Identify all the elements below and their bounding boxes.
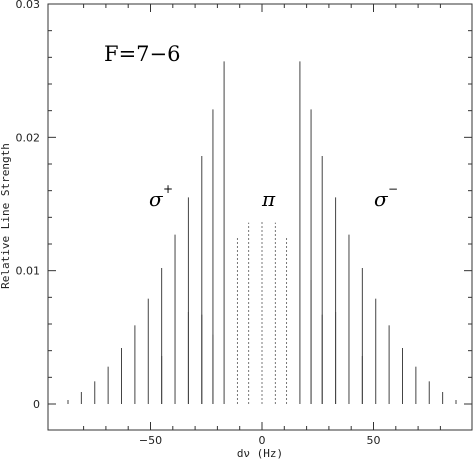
pi-label: π [261, 187, 276, 211]
x-tick-label: −50 [139, 434, 162, 447]
y-tick-label: 0 [33, 398, 40, 411]
sigma-minus-label: σ − [374, 182, 398, 211]
strength-bars [67, 61, 457, 404]
x-tick-label: 0 [259, 434, 266, 447]
plot-frame [47, 3, 473, 431]
x-axis-label: dν (Hz) [237, 447, 283, 460]
y-tick-label: 0.02 [16, 131, 41, 144]
tick-labels: −50 0 50 0 0.01 0.02 0.03 [16, 0, 381, 447]
x-tick-label: 50 [367, 434, 381, 447]
svg-text:σ: σ [374, 187, 389, 211]
transition-label: F=7−6 [104, 42, 180, 66]
svg-text:σ: σ [149, 187, 164, 211]
svg-text:−: − [388, 182, 398, 196]
y-axis-label: Relative Line Strength [0, 143, 12, 289]
sigma-plus-label: σ + [149, 182, 173, 211]
y-tick-label: 0.03 [16, 0, 41, 11]
y-tick-label: 0.01 [16, 265, 41, 278]
axis-ticks [48, 3, 472, 430]
svg-text:+: + [163, 182, 173, 196]
